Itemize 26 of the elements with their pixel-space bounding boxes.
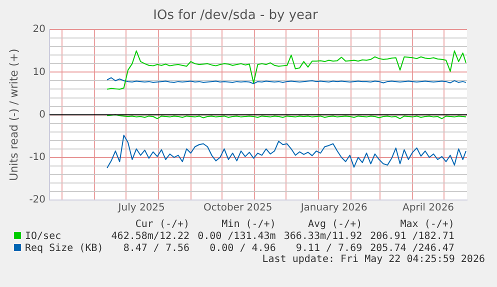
y-tick-label: -20	[29, 194, 46, 206]
text: 0.00 /131.43m	[196, 230, 277, 242]
x-tick-label: July 2025	[117, 202, 165, 214]
chart-title: IOs for /dev/sda - by year	[153, 8, 319, 24]
legend-label: Req Size (KB)	[24, 242, 104, 254]
text: Min (-/+)	[220, 218, 277, 230]
text: 366.33m/11.92	[282, 230, 364, 242]
x-tick-label: April 2026	[402, 202, 454, 214]
y-tick-label: 20	[32, 24, 46, 36]
text: 206.91 /182.71	[369, 230, 456, 242]
x-tick-label: October 2025	[204, 202, 272, 214]
text: 462.58m/12.22	[110, 230, 191, 242]
text: Avg (-/+)	[306, 218, 364, 230]
text: Cur (-/+)	[134, 218, 191, 230]
y-tick-label: 0	[39, 109, 46, 120]
text: 8.47 / 7.56	[122, 242, 191, 254]
text: 9.11 / 7.69	[294, 242, 364, 254]
text: Last update: Fri May 22 04:25:59 2026	[262, 254, 485, 265]
text: 0.00 / 4.96	[208, 242, 277, 254]
y-tick-label: -10	[29, 152, 46, 163]
x-tick-label: January 2026	[300, 202, 368, 214]
text: 205.74 /246.47	[369, 242, 456, 254]
y-tick-label: 10	[32, 66, 46, 78]
text: Max (-/+)	[399, 218, 456, 230]
legend-label: IO/sec	[24, 230, 62, 242]
y-axis-title: Units read (-) / write (+)	[7, 48, 20, 181]
